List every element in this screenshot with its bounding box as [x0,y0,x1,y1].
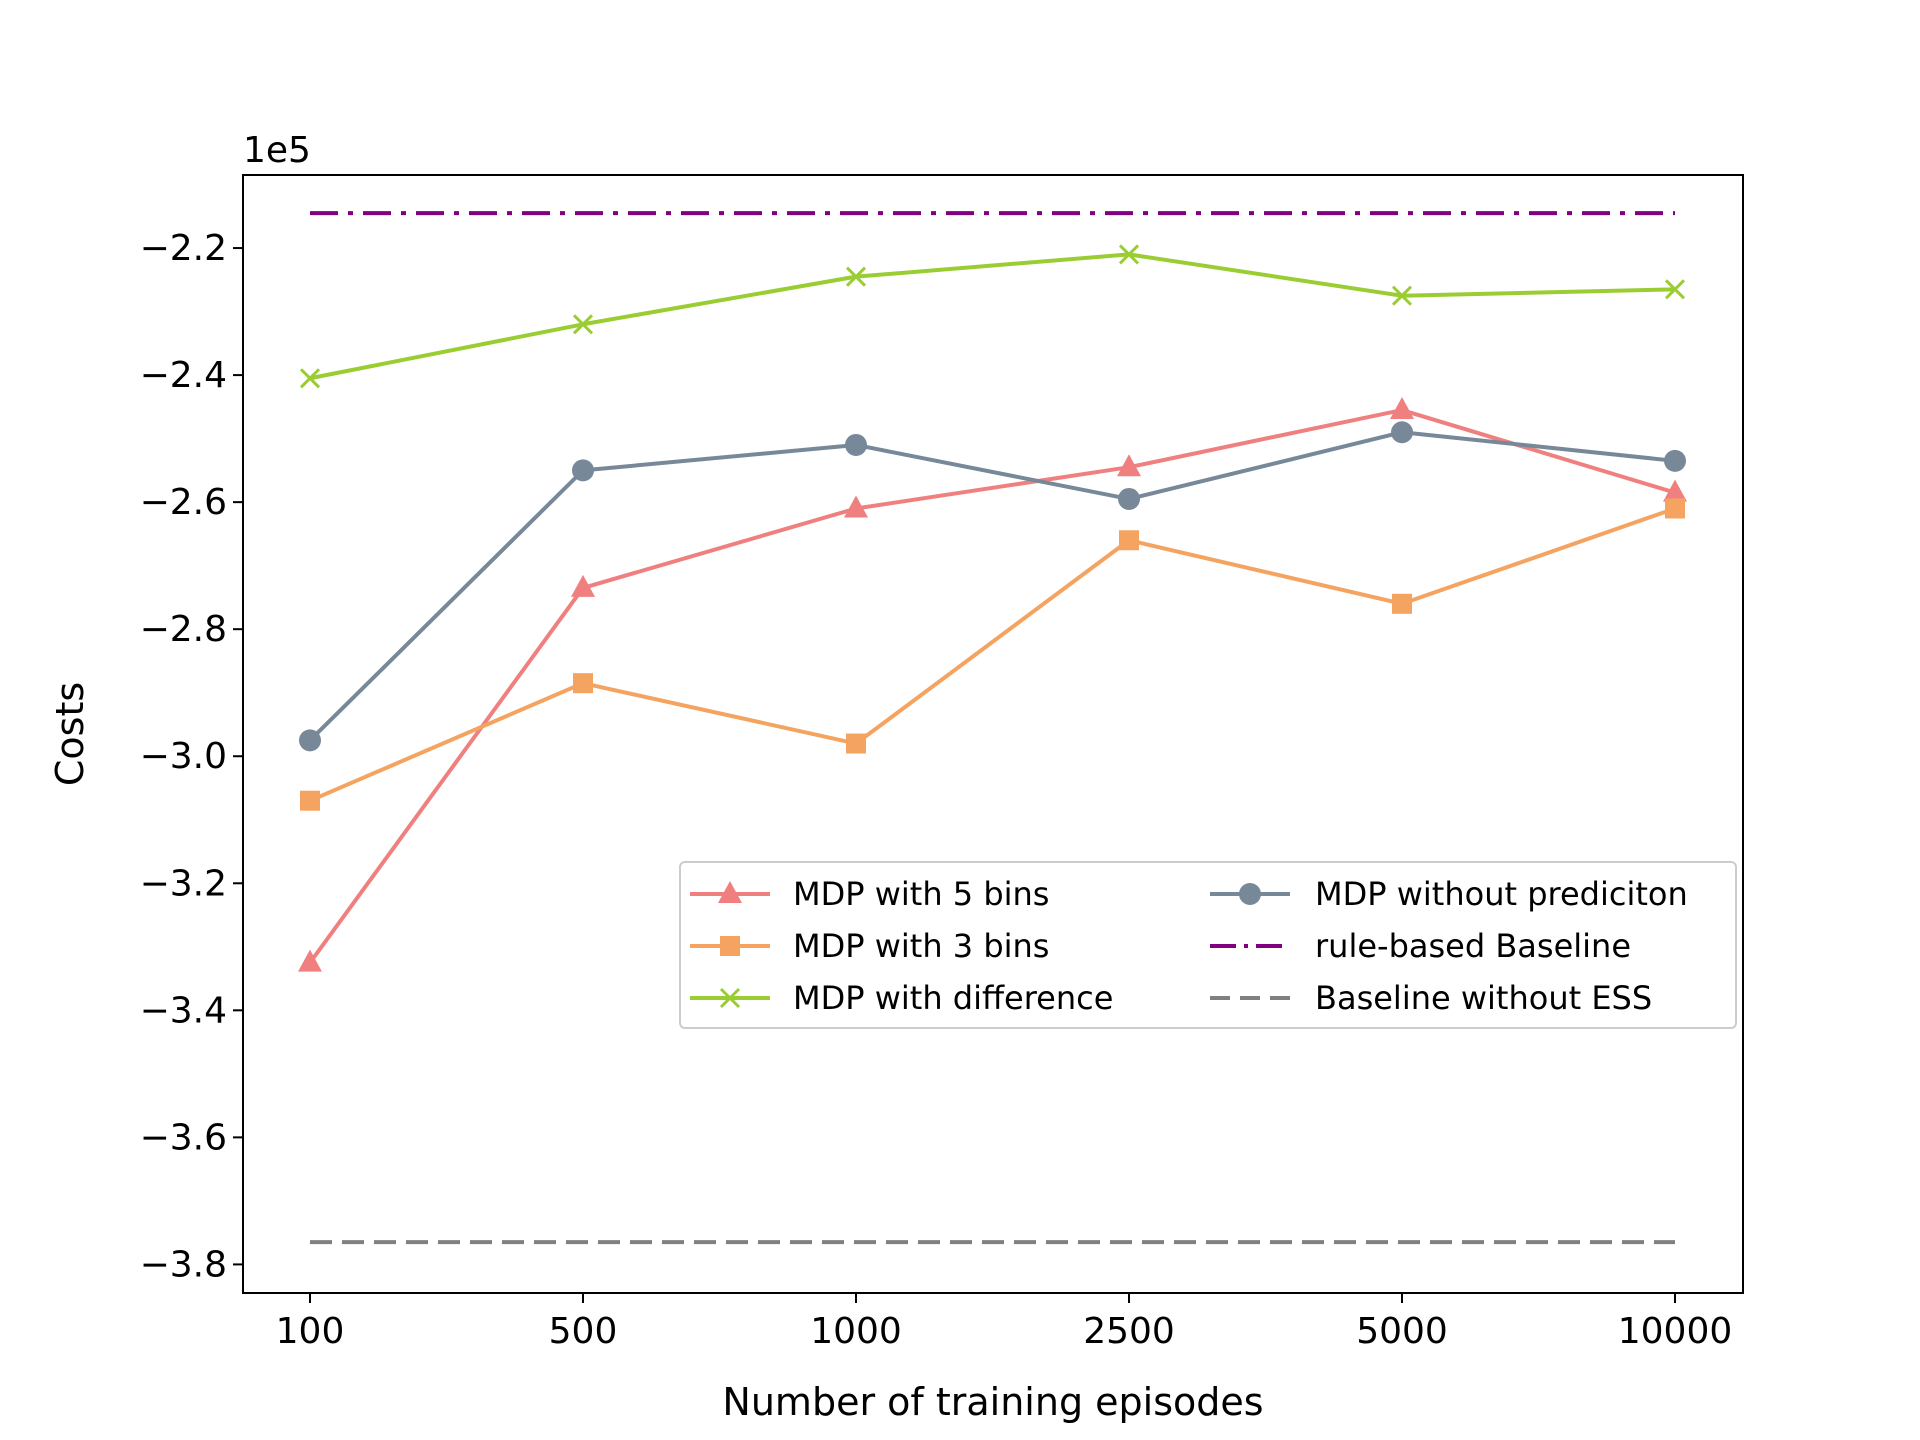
data-point [571,574,595,597]
legend-item: MDP without prediciton [1210,875,1688,913]
data-point [1664,449,1686,472]
data-point [1664,279,1686,300]
series-mdp-with-3-bins [300,498,1685,811]
legend-label: MDP without prediciton [1315,875,1688,913]
data-point [1391,421,1413,444]
legend-label: MDP with 3 bins [793,927,1049,965]
y-axis-label: Costs [48,682,92,786]
x-tick-label: 2500 [1083,1311,1175,1352]
axis-offset-text: 1e5 [243,130,311,171]
data-point [572,459,594,482]
x-tick-label: 100 [276,1311,345,1352]
plot-frame [242,174,1744,1294]
data-point [1118,244,1140,265]
legend-item: MDP with 5 bins [690,875,1049,913]
legend-item: rule-based Baseline [1210,927,1631,965]
legend-marker [1239,883,1261,905]
data-point [845,433,867,456]
legend-item: MDP with difference [690,979,1113,1017]
data-point [844,495,868,518]
series-mdp-without-prediciton [299,421,1686,752]
data-point [845,266,867,287]
series-line [308,408,1676,964]
legend-item: MDP with 3 bins [690,927,1049,965]
x-tick-label: 1000 [810,1311,902,1352]
y-tick-label: −2.4 [140,355,227,396]
series-mdp-with-5-bins [298,397,1687,972]
y-tick-label: −3.0 [140,736,227,777]
data-point [298,949,322,972]
data-point [299,368,321,389]
y-tick-label: −3.2 [140,863,227,904]
legend-item: Baseline without ESS [1210,979,1652,1017]
data-point [1119,530,1139,551]
data-point [1665,498,1685,519]
data-point [572,314,594,335]
data-point [1392,593,1412,614]
y-tick-label: −3.4 [140,990,227,1031]
y-tick-label: −2.6 [140,482,227,523]
x-tick-label: 500 [549,1311,618,1352]
legend-label: MDP with difference [793,979,1113,1017]
data-point [1390,397,1414,420]
legend-marker [718,881,742,903]
series-line [309,252,1676,381]
legend-label: rule-based Baseline [1315,927,1631,965]
legend-marker [719,987,741,1009]
data-point [1117,454,1141,477]
y-tick-label: −3.8 [140,1244,227,1285]
series-layer [298,211,1687,1245]
x-axis: 100 500 1000 2500 5000 10000 [276,1293,1733,1352]
y-tick-label: −3.6 [140,1117,227,1158]
legend-label: MDP with 5 bins [793,875,1049,913]
y-tick-label: −2.8 [140,609,227,650]
data-point [1663,479,1687,502]
legend-box [679,861,1737,1029]
x-tick-label: 10000 [1618,1311,1733,1352]
series-line [308,430,1676,742]
y-axis: −3.8 −3.6 −3.4 −3.2 −3.0 −2.8 −2.6 −2.4 −2.2 [140,228,243,1285]
data-point [299,729,321,752]
series-mdp-with-difference [299,244,1686,389]
data-point [1391,285,1413,306]
data-point [573,673,593,694]
data-point [846,733,866,754]
y-tick-label: −2.2 [140,228,227,269]
series-line [309,506,1676,803]
x-tick-label: 5000 [1356,1311,1448,1352]
data-point [1118,487,1140,510]
legend: MDP with 5 bins MDP with 3 bins MDP with d… [679,861,1737,1029]
legend-marker [720,936,740,956]
data-point [300,790,320,811]
legend-label: Baseline without ESS [1315,979,1652,1017]
x-axis-label: Number of training episodes [722,1380,1263,1424]
